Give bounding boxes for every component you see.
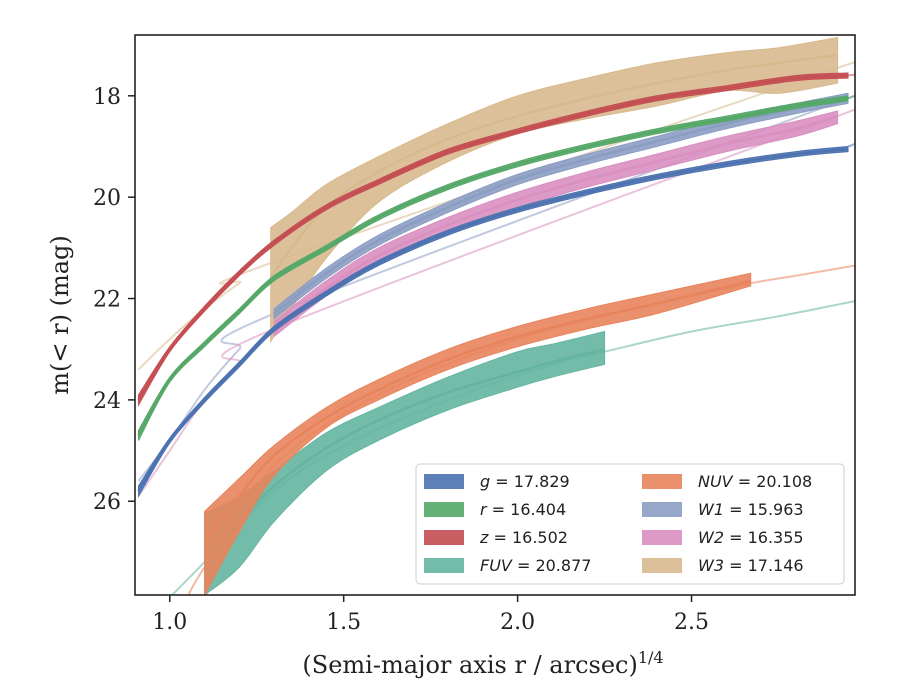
legend-swatch-z (424, 530, 464, 545)
y-tick-label: 26 (93, 490, 121, 515)
series-W3-band (270, 36, 839, 344)
x-tick-label: 1.5 (326, 610, 361, 635)
legend-label-W3: W3 = 17.146 (698, 556, 804, 575)
legend-label-r: r = 16.404 (480, 500, 566, 519)
series-W1-band (273, 92, 849, 320)
series-W1-model-line (137, 94, 855, 482)
series-g-model-line (847, 143, 855, 148)
legend-swatch-NUV (642, 474, 682, 489)
legend-label-g: g = 17.829 (480, 472, 570, 491)
legend-swatch-W2 (642, 530, 682, 545)
series-g-line (137, 147, 849, 492)
y-tick-label: 18 (93, 85, 121, 110)
series-z-model-line (847, 73, 855, 77)
series-g-band (138, 145, 849, 499)
series-W2-band (273, 110, 839, 338)
series-W2-line (273, 114, 838, 330)
legend-label-W1: W1 = 15.963 (698, 500, 804, 519)
legend-label-z: z = 16.502 (479, 528, 568, 547)
series-z-line (137, 74, 849, 401)
legend-label-FUV: FUV = 20.877 (480, 556, 591, 575)
legend-frame (415, 463, 845, 585)
y-tick-label: 20 (93, 186, 121, 211)
legend-swatch-W1 (642, 502, 682, 517)
x-axis-label: (Semi-major axis r / arcsec)1/4 (302, 648, 663, 679)
legend-swatch-W3 (642, 558, 682, 573)
y-tick-label: 24 (93, 389, 121, 414)
x-tick-label: 1.0 (152, 610, 187, 635)
x-axis: 1.0 1.5 2.0 2.5 (152, 595, 709, 635)
y-tick-label: 22 (93, 288, 121, 313)
legend-swatch-g (424, 474, 464, 489)
x-tick-label: 2.0 (500, 610, 535, 635)
y-axis: 18 20 22 24 26 (93, 85, 135, 515)
legend-label-NUV: NUV = 20.108 (698, 472, 812, 491)
series-layer (137, 36, 855, 595)
legend-label-W2: W2 = 16.355 (698, 528, 804, 547)
plot-frame (134, 34, 856, 596)
series-NUV-line (203, 279, 751, 543)
y-axis-label: m(< r) (mag) (46, 235, 74, 394)
series-r-line (137, 97, 849, 437)
legend: g = 17.829 r = 16.404 z = 16.502 FUV = 20.8… (415, 463, 845, 585)
legend-swatch-FUV (424, 558, 464, 573)
series-r-band (138, 95, 849, 441)
series-NUV-band (204, 272, 752, 595)
legend-swatch-r (424, 502, 464, 517)
x-tick-label: 2.5 (674, 610, 709, 635)
series-r-model-line (847, 94, 855, 100)
series-W1-line (273, 97, 849, 315)
